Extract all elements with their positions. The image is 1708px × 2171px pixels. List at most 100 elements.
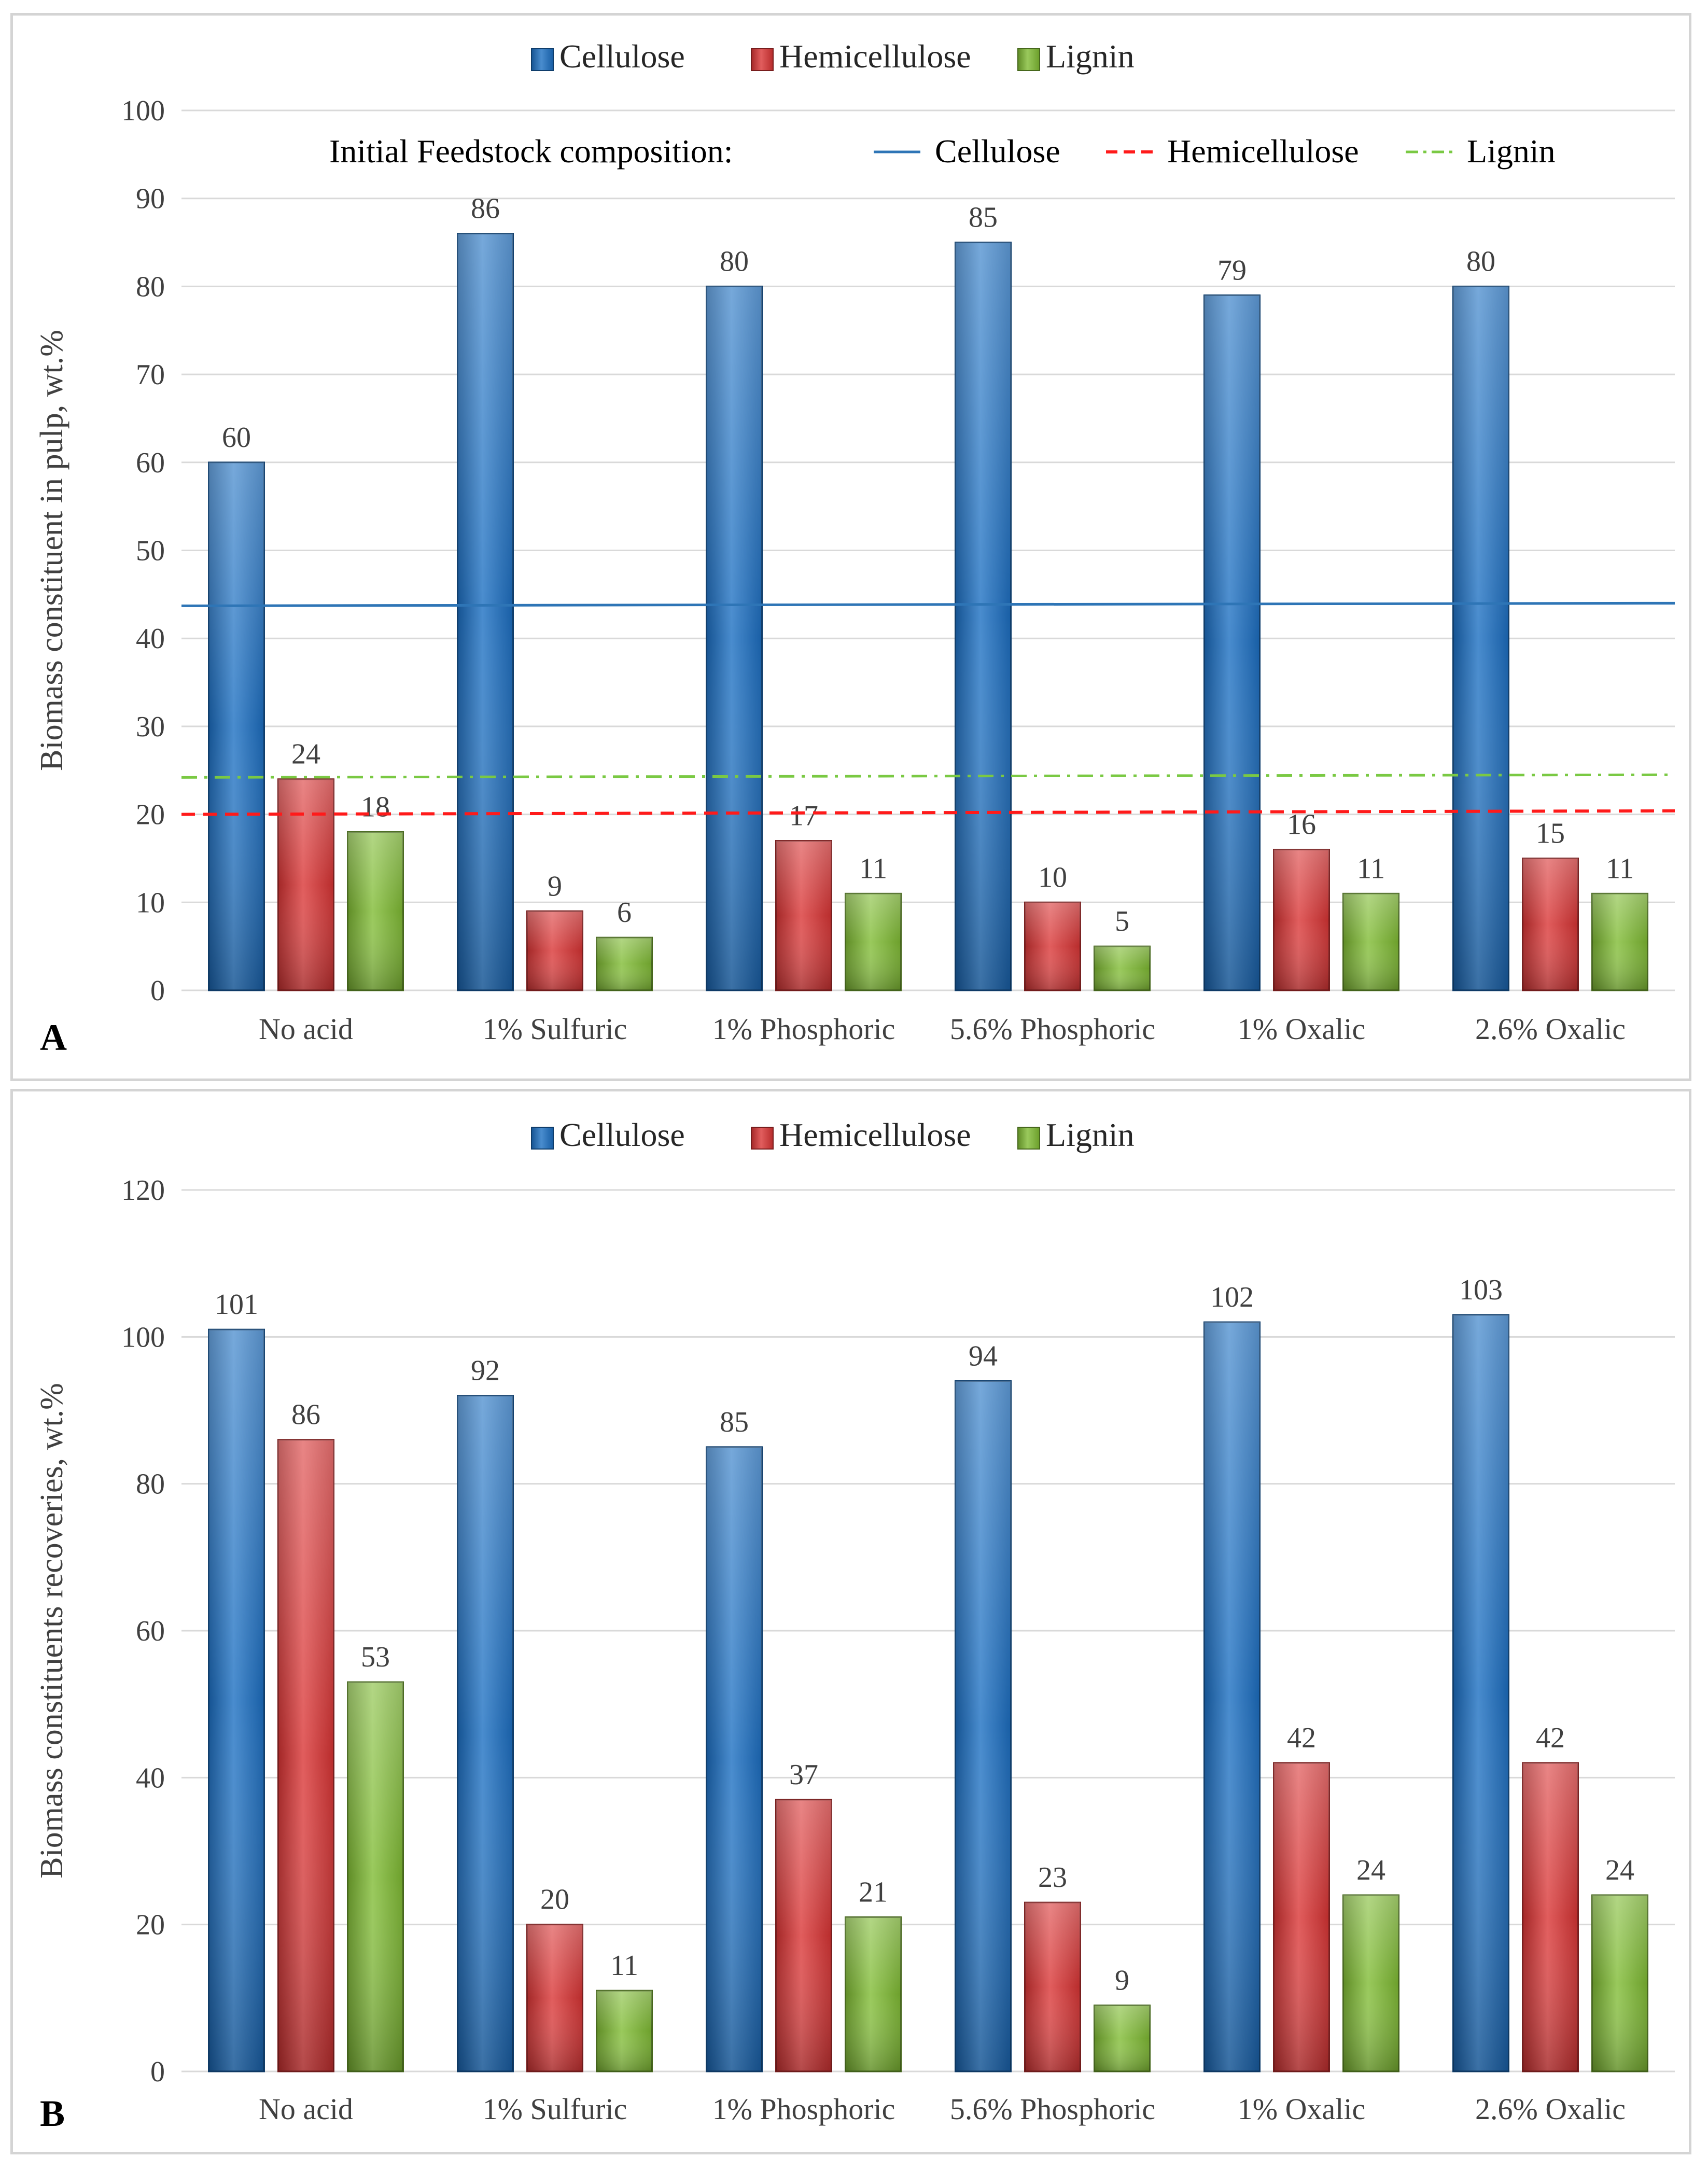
chart-b-legend-label-hemicellulose: Hemicellulose	[779, 1116, 971, 1153]
chart-a-data-label-cellulose-1pct-oxalic: 79	[1217, 254, 1247, 286]
chart-a-data-label-hemicellulose-5-6pct-phosphoric: 10	[1038, 861, 1067, 893]
chart-a-data-label-lignin-1pct-sulfuric: 6	[617, 897, 632, 929]
chart-b-data-label-hemicellulose-no-acid: 86	[291, 1399, 320, 1431]
chart-a-y-tick-label: 80	[136, 271, 165, 303]
chart-a-bar-cellulose-1pct-phosphoric	[706, 285, 763, 991]
chart-a-y-tick-label: 0	[150, 975, 165, 1007]
chart-b-bar-lignin-5-6pct-phosphoric	[1094, 2005, 1151, 2072]
chart-b-x-tick-label-1pct-sulfuric: 1% Sulfuric	[483, 2092, 627, 2126]
chart-b-data-label-hemicellulose-1pct-phosphoric: 37	[789, 1759, 818, 1791]
chart-a-data-label-hemicellulose-no-acid: 24	[291, 738, 320, 771]
chart-b-legend-item-hemicellulose: Hemicellulose	[751, 1116, 971, 1153]
chart-a-y-tick-label: 50	[136, 535, 165, 567]
chart-a-legend-swatch-cellulose	[531, 48, 554, 71]
chart-b-bar-cellulose-2-6pct-oxalic	[1452, 1314, 1509, 2072]
chart-a-legend-label-cellulose: Cellulose	[559, 38, 685, 75]
chart-b-data-label-hemicellulose-1pct-oxalic: 42	[1287, 1722, 1316, 1754]
chart-a-reference-lines	[181, 601, 1675, 816]
chart-b-y-tick-label: 100	[121, 1321, 165, 1353]
chart-a-bar-hemicellulose-5-6pct-phosphoric	[1024, 901, 1081, 991]
chart-b-data-label-lignin-1pct-oxalic: 24	[1356, 1854, 1385, 1886]
chart-b-y-tick-label: 20	[136, 1909, 165, 1941]
chart-a-ref-line-cellulose	[181, 601, 1675, 607]
chart-a-data-label-cellulose-1pct-sulfuric: 86	[471, 193, 500, 225]
chart-b-bar-hemicellulose-no-acid	[277, 1439, 334, 2072]
chart-b-data-label-hemicellulose-2-6pct-oxalic: 42	[1536, 1722, 1565, 1754]
chart-b-bar-lignin-no-acid	[347, 1681, 404, 2072]
chart-a-data-label-lignin-1pct-phosphoric: 11	[859, 852, 887, 885]
chart-b-bar-hemicellulose-5-6pct-phosphoric	[1024, 1901, 1081, 2072]
chart-b-y-tick-label: 80	[136, 1468, 165, 1501]
chart-a-ref-legend-label-hemicellulose: Hemicellulose	[1167, 133, 1359, 170]
chart-a-legend-label-hemicellulose: Hemicellulose	[779, 38, 971, 75]
chart-a-y-tick-label: 70	[136, 359, 165, 391]
chart-a-bar-hemicellulose-1pct-sulfuric	[526, 910, 583, 991]
chart-b-legend-label-cellulose: Cellulose	[559, 1116, 685, 1153]
chart-b-legend-swatch-cellulose	[531, 1127, 554, 1150]
chart-a-y-tick-label: 60	[136, 447, 165, 479]
chart-b-data-label-cellulose-2-6pct-oxalic: 103	[1459, 1274, 1503, 1306]
chart-a-legend-item-cellulose: Cellulose	[531, 38, 685, 75]
chart-a-x-tick-label-1pct-oxalic: 1% Oxalic	[1238, 1012, 1365, 1046]
chart-a-bar-cellulose-2-6pct-oxalic	[1452, 285, 1509, 991]
chart-b-bar-lignin-1pct-phosphoric	[845, 1916, 902, 2072]
chart-b-y-tick-label: 60	[136, 1615, 165, 1647]
chart-b-bar-hemicellulose-1pct-sulfuric	[526, 1924, 583, 2072]
chart-b-legend-item-lignin: Lignin	[1017, 1116, 1135, 1153]
chart-a-x-tick-label-1pct-phosphoric: 1% Phosphoric	[712, 1012, 895, 1046]
chart-b-legend-swatch-hemicellulose	[751, 1127, 774, 1150]
chart-panel-b: 0 20 40 60 80 100 120 Biomass constituents reco…	[10, 1089, 1691, 2154]
chart-b-bar-hemicellulose-1pct-phosphoric	[775, 1799, 832, 2072]
chart-a-data-label-hemicellulose-1pct-oxalic: 16	[1287, 808, 1316, 841]
chart-a-ref-legend-label-lignin: Lignin	[1467, 133, 1556, 170]
chart-b-bar-cellulose-1pct-phosphoric	[706, 1446, 763, 2072]
chart-a-bar-hemicellulose-no-acid	[277, 778, 334, 991]
chart-a-bar-lignin-1pct-phosphoric	[845, 892, 902, 991]
chart-a-svg: 0 10 20 30 40 50 60 70 80 90 100 Biomass constituen…	[34, 38, 1675, 1058]
chart-a-data-label-hemicellulose-1pct-sulfuric: 9	[548, 870, 562, 902]
chart-a-panel-letter: A	[40, 1017, 67, 1058]
chart-b-gridlines: 0 20 40 60 80 100 120	[121, 1174, 1675, 2088]
chart-a-x-tick-label-2-6pct-oxalic: 2.6% Oxalic	[1475, 1012, 1626, 1046]
chart-a-bar-cellulose-5-6pct-phosphoric	[955, 242, 1012, 991]
chart-b-y-tick-label: 40	[136, 1762, 165, 1794]
chart-a-data-label-cellulose-5-6pct-phosphoric: 85	[969, 202, 998, 234]
chart-a-x-tick-label-no-acid: No acid	[259, 1012, 353, 1046]
chart-b-bar-lignin-1pct-sulfuric	[596, 1990, 653, 2072]
chart-a-ref-line-lignin	[181, 773, 1675, 779]
chart-a-bar-cellulose-no-acid	[208, 461, 265, 991]
chart-b-x-tick-label-1pct-oxalic: 1% Oxalic	[1238, 2092, 1365, 2126]
chart-b-data-label-cellulose-1pct-phosphoric: 85	[720, 1406, 749, 1438]
chart-a-y-tick-label: 30	[136, 711, 165, 743]
chart-b-data-label-cellulose-5-6pct-phosphoric: 94	[969, 1340, 998, 1372]
chart-a-data-label-cellulose-no-acid: 60	[222, 422, 251, 454]
chart-a-data-label-lignin-no-acid: 18	[361, 791, 390, 823]
chart-b-x-tick-label-2-6pct-oxalic: 2.6% Oxalic	[1475, 2092, 1626, 2126]
chart-a-bar-lignin-2-6pct-oxalic	[1591, 892, 1648, 991]
chart-b-data-label-hemicellulose-1pct-sulfuric: 20	[540, 1884, 569, 1916]
chart-b-bar-hemicellulose-1pct-oxalic	[1273, 1762, 1330, 2072]
chart-b-bar-cellulose-1pct-sulfuric	[457, 1395, 514, 2072]
chart-b-y-tick-label: 0	[150, 2056, 165, 2088]
chart-a-legend: Cellulose Hemicellulose Lignin	[531, 38, 1135, 75]
chart-a-legend-label-lignin: Lignin	[1046, 38, 1135, 75]
chart-b-data-label-lignin-5-6pct-phosphoric: 9	[1115, 1965, 1129, 1997]
chart-a-ref-legend-title: Initial Feedstock composition:	[329, 133, 733, 170]
chart-b-data-label-lignin-no-acid: 53	[361, 1641, 390, 1673]
chart-b-data-label-cellulose-1pct-sulfuric: 92	[471, 1355, 500, 1387]
chart-b-bar-lignin-1pct-oxalic	[1342, 1894, 1399, 2072]
chart-a-y-tick-label: 100	[121, 95, 165, 127]
chart-a-legend-item-lignin: Lignin	[1017, 38, 1135, 75]
chart-a-bars	[208, 233, 1648, 991]
chart-b-bar-cellulose-1pct-oxalic	[1203, 1321, 1261, 2072]
chart-a-bar-lignin-5-6pct-phosphoric	[1094, 945, 1151, 991]
chart-a-data-label-lignin-2-6pct-oxalic: 11	[1606, 852, 1634, 885]
chart-a-bar-hemicellulose-2-6pct-oxalic	[1522, 857, 1579, 991]
chart-b-bar-cellulose-no-acid	[208, 1328, 265, 2072]
chart-a-bar-lignin-1pct-oxalic	[1342, 892, 1399, 991]
chart-b-y-axis-title: Biomass constituents recoveries, wt.%	[34, 1383, 69, 1879]
chart-a-data-label-cellulose-1pct-phosphoric: 80	[720, 245, 749, 277]
chart-b-bar-lignin-2-6pct-oxalic	[1591, 1894, 1648, 2072]
chart-a-gridlines: 0 10 20 30 40 50 60 70 80 90 100	[121, 95, 1675, 1007]
chart-b-data-labels: 101 86 53 92 20 11 85 37 21 94 23 9 102 42 24 103 42 24	[215, 1274, 1634, 1997]
